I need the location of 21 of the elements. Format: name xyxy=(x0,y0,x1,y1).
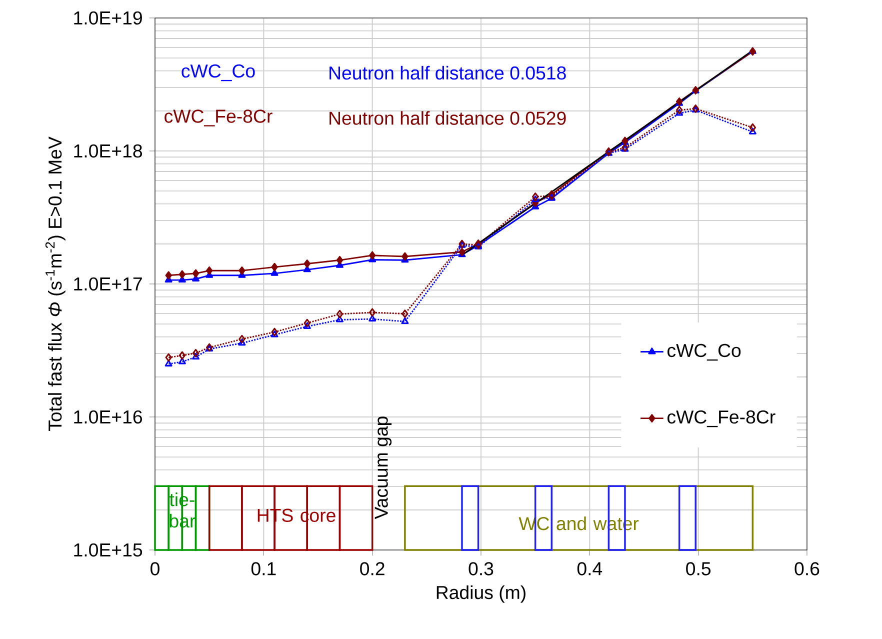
legend-label: cWC_Fe-8Cr xyxy=(668,410,776,428)
annotation: Neutron half distance 0.0518 xyxy=(330,66,566,80)
annotation: Vacuum gap xyxy=(374,416,392,520)
y-tick-label: 1.0E+18 xyxy=(74,144,142,158)
x-tick-label: 0.6 xyxy=(794,562,820,576)
x-axis-title: Radius (m) xyxy=(436,585,526,603)
y-tick-label: 1.0E+17 xyxy=(74,277,142,291)
annotation: Neutron half distance 0.0529 xyxy=(330,111,566,125)
x-tick-label: 0.5 xyxy=(686,562,711,576)
y-axis-title: Total fast flux Φ (s$^{-1}$m$^{-2}$) E>0.1 MeV xyxy=(45,136,66,431)
x-tick-label: 0 xyxy=(150,562,160,576)
x-tick-label: 0.3 xyxy=(468,562,494,576)
x-tick-label: 0.1 xyxy=(251,562,276,576)
x-tick-label: 0.2 xyxy=(360,562,384,576)
y-tick-label: 1.0E+16 xyxy=(74,410,142,424)
annotation: cWC_Co xyxy=(182,64,255,82)
x-tick-label: 0.4 xyxy=(577,562,602,576)
y-tick-label: 1.0E+19 xyxy=(74,11,142,25)
legend-label: cWC_Co xyxy=(668,344,741,361)
annotation: cWC_Fe-8Cr xyxy=(164,110,272,126)
y-tick-label: 1.0E+15 xyxy=(74,543,142,557)
